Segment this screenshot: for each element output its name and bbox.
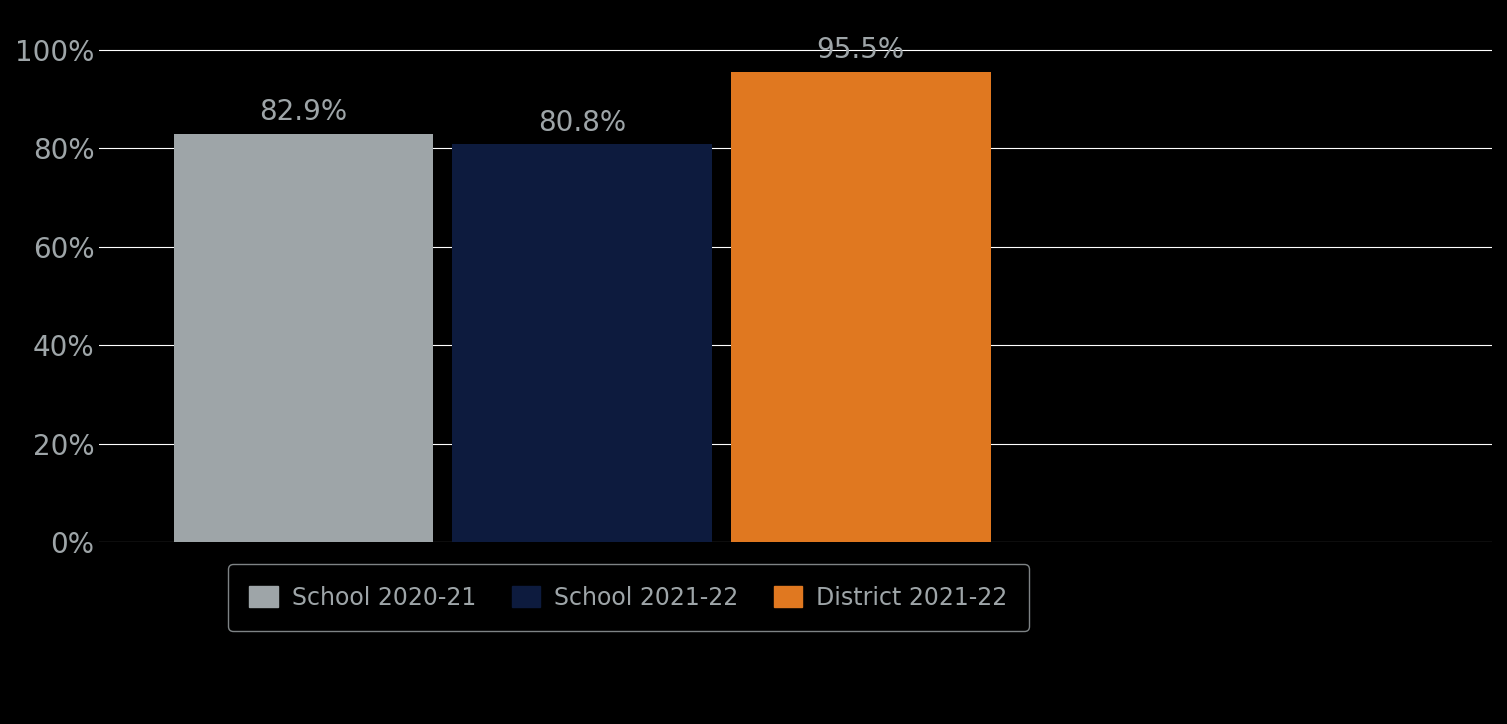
Text: 80.8%: 80.8% — [538, 109, 625, 137]
Legend: School 2020-21, School 2021-22, District 2021-22: School 2020-21, School 2021-22, District… — [228, 565, 1029, 631]
Text: 82.9%: 82.9% — [259, 98, 348, 127]
Text: 95.5%: 95.5% — [817, 36, 904, 64]
Bar — [173, 134, 434, 542]
Bar — [452, 144, 711, 542]
Bar — [731, 72, 990, 542]
